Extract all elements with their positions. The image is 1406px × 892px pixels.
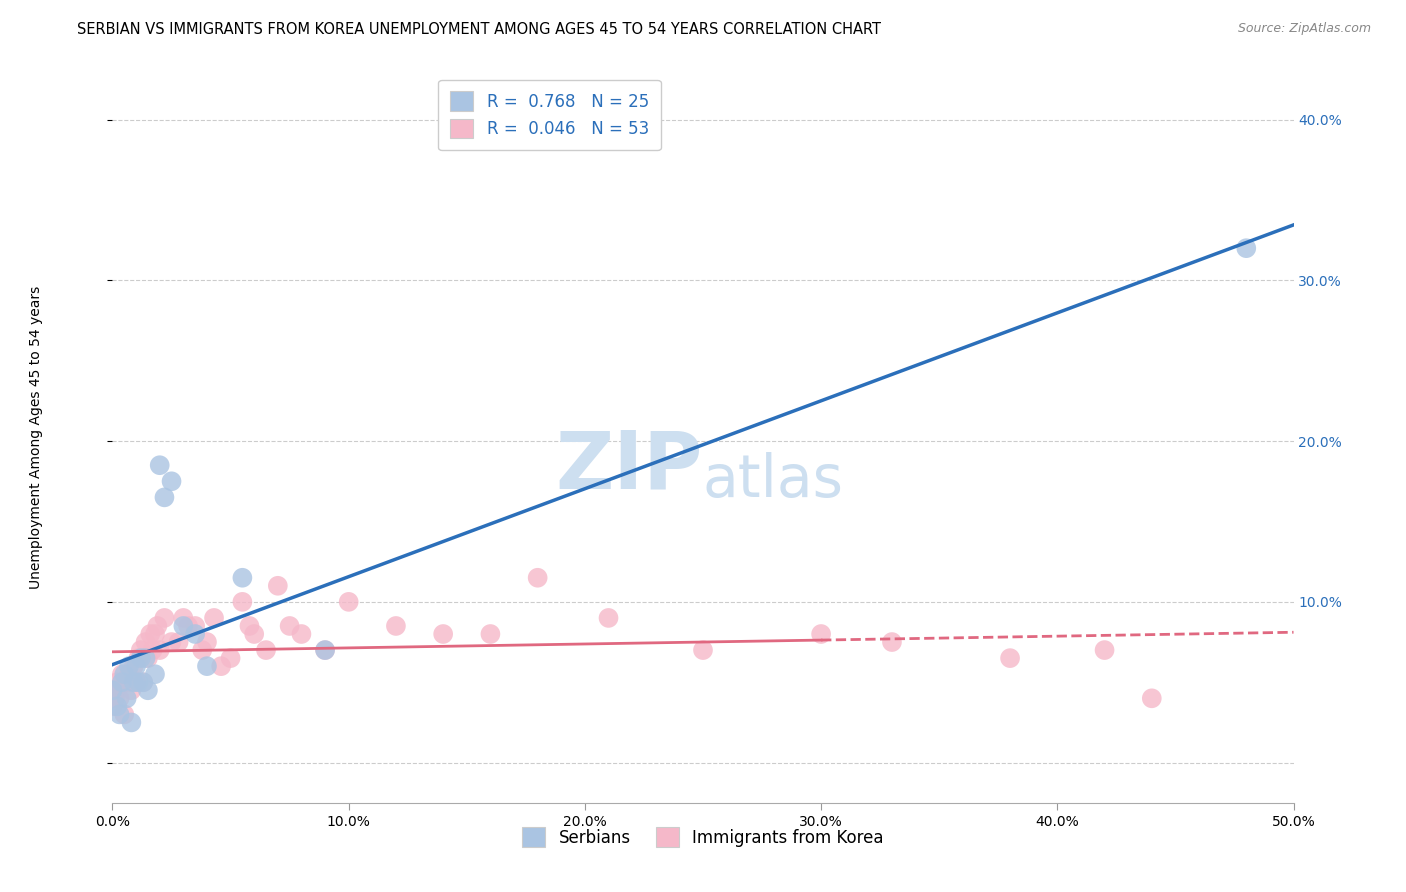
- Point: [129, 651, 152, 665]
- Point: [112, 667, 135, 681]
- Text: Unemployment Among Ages 45 to 54 years: Unemployment Among Ages 45 to 54 years: [28, 285, 42, 589]
- Point: [337, 595, 360, 609]
- Point: [118, 659, 141, 673]
- Point: [254, 643, 277, 657]
- Point: [115, 675, 138, 690]
- Point: [149, 458, 172, 473]
- Point: [231, 571, 253, 585]
- Point: [231, 595, 253, 609]
- Point: [132, 675, 155, 690]
- Point: [153, 611, 176, 625]
- Point: [101, 683, 124, 698]
- Point: [160, 635, 183, 649]
- Point: [132, 675, 155, 690]
- Point: [1140, 691, 1163, 706]
- Point: [105, 675, 128, 690]
- Point: [111, 667, 134, 681]
- Point: [104, 691, 127, 706]
- Point: [127, 651, 149, 665]
- Point: [143, 667, 166, 681]
- Point: [125, 659, 148, 673]
- Text: Source: ZipAtlas.com: Source: ZipAtlas.com: [1237, 22, 1371, 36]
- Point: [526, 571, 548, 585]
- Text: ZIP: ZIP: [555, 427, 703, 506]
- Point: [278, 619, 301, 633]
- Point: [184, 619, 207, 633]
- Point: [136, 651, 159, 665]
- Point: [209, 659, 232, 673]
- Point: [122, 659, 145, 673]
- Point: [692, 643, 714, 657]
- Point: [998, 651, 1021, 665]
- Point: [135, 635, 157, 649]
- Point: [202, 611, 225, 625]
- Point: [149, 643, 172, 657]
- Point: [314, 643, 336, 657]
- Point: [122, 675, 145, 690]
- Point: [143, 627, 166, 641]
- Point: [290, 627, 312, 641]
- Text: SERBIAN VS IMMIGRANTS FROM KOREA UNEMPLOYMENT AMONG AGES 45 TO 54 YEARS CORRELAT: SERBIAN VS IMMIGRANTS FROM KOREA UNEMPLO…: [77, 22, 882, 37]
- Point: [112, 707, 135, 722]
- Point: [177, 619, 200, 633]
- Point: [127, 675, 149, 690]
- Point: [267, 579, 290, 593]
- Point: [135, 651, 157, 665]
- Point: [195, 659, 218, 673]
- Point: [118, 667, 141, 681]
- Point: [810, 627, 832, 641]
- Point: [142, 643, 165, 657]
- Point: [1094, 643, 1116, 657]
- Point: [101, 683, 124, 698]
- Point: [385, 619, 408, 633]
- Point: [125, 675, 148, 690]
- Point: [184, 627, 207, 641]
- Point: [105, 699, 128, 714]
- Point: [146, 619, 169, 633]
- Point: [139, 627, 162, 641]
- Point: [195, 635, 218, 649]
- Text: atlas: atlas: [703, 452, 844, 509]
- Point: [136, 683, 159, 698]
- Point: [160, 475, 183, 489]
- Legend: Serbians, Immigrants from Korea: Serbians, Immigrants from Korea: [512, 817, 894, 856]
- Point: [191, 643, 214, 657]
- Point: [108, 691, 131, 706]
- Point: [115, 691, 138, 706]
- Point: [111, 675, 134, 690]
- Point: [1234, 241, 1257, 255]
- Point: [153, 491, 176, 505]
- Point: [479, 627, 502, 641]
- Point: [432, 627, 454, 641]
- Point: [129, 643, 152, 657]
- Point: [108, 707, 131, 722]
- Point: [172, 611, 194, 625]
- Point: [238, 619, 260, 633]
- Point: [880, 635, 903, 649]
- Point: [219, 651, 242, 665]
- Point: [243, 627, 266, 641]
- Point: [598, 611, 620, 625]
- Point: [172, 619, 194, 633]
- Point: [167, 635, 190, 649]
- Point: [314, 643, 336, 657]
- Point: [101, 699, 124, 714]
- Point: [120, 683, 142, 698]
- Point: [120, 715, 142, 730]
